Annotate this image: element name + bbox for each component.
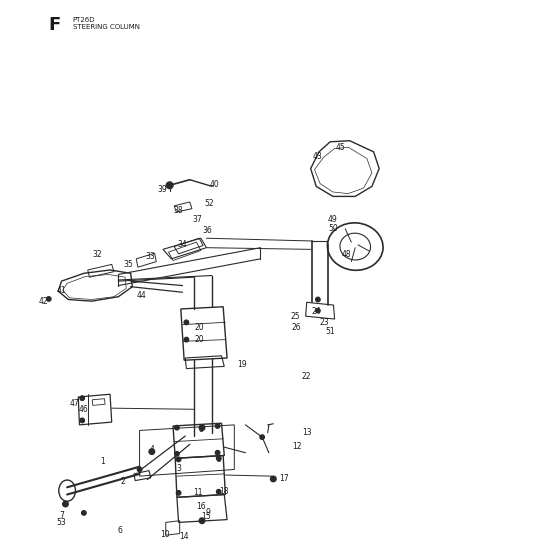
Text: 20: 20 xyxy=(194,323,204,332)
Circle shape xyxy=(80,396,85,400)
Text: 45: 45 xyxy=(335,143,345,152)
Text: 1: 1 xyxy=(100,456,105,465)
Circle shape xyxy=(216,424,220,428)
Text: 43: 43 xyxy=(313,152,323,161)
Text: 44: 44 xyxy=(137,291,147,300)
Text: 47: 47 xyxy=(70,399,80,408)
Circle shape xyxy=(316,297,320,302)
Text: 3: 3 xyxy=(176,464,181,473)
Text: 35: 35 xyxy=(124,260,133,269)
Text: 14: 14 xyxy=(179,532,188,541)
Text: 9: 9 xyxy=(205,508,210,517)
Text: 15: 15 xyxy=(202,512,211,521)
Text: 42: 42 xyxy=(39,297,48,306)
Circle shape xyxy=(176,491,181,495)
Text: 16: 16 xyxy=(196,502,206,511)
Circle shape xyxy=(184,337,189,342)
Circle shape xyxy=(199,518,205,524)
Text: 34: 34 xyxy=(178,240,188,249)
Text: F: F xyxy=(48,16,60,34)
Text: 20: 20 xyxy=(194,335,204,344)
Text: 17: 17 xyxy=(279,474,289,483)
Text: 11: 11 xyxy=(193,488,202,497)
Text: 8: 8 xyxy=(198,425,203,434)
Circle shape xyxy=(63,501,68,507)
Text: 24: 24 xyxy=(311,307,321,316)
Circle shape xyxy=(137,467,142,472)
Circle shape xyxy=(176,457,181,461)
Text: 23: 23 xyxy=(320,319,329,328)
Text: 12: 12 xyxy=(292,441,301,451)
Text: 51: 51 xyxy=(325,327,335,336)
Text: 19: 19 xyxy=(237,360,247,369)
Circle shape xyxy=(217,456,221,460)
Circle shape xyxy=(217,489,221,494)
Circle shape xyxy=(184,320,189,325)
Text: 50: 50 xyxy=(328,224,338,233)
Circle shape xyxy=(316,309,320,313)
Text: 48: 48 xyxy=(342,250,352,259)
Text: 41: 41 xyxy=(57,286,67,295)
Text: 13: 13 xyxy=(302,428,311,437)
Text: 7: 7 xyxy=(59,511,64,520)
Circle shape xyxy=(82,511,86,515)
Circle shape xyxy=(46,297,51,301)
Circle shape xyxy=(260,435,264,440)
Text: 36: 36 xyxy=(203,226,212,235)
Text: 37: 37 xyxy=(193,216,202,225)
Text: 26: 26 xyxy=(292,323,301,332)
Text: 4: 4 xyxy=(150,445,154,455)
Text: 39: 39 xyxy=(157,185,167,194)
Text: 5: 5 xyxy=(216,455,221,464)
Text: 49: 49 xyxy=(328,216,338,225)
Text: 6: 6 xyxy=(117,526,122,535)
Text: PT26D: PT26D xyxy=(73,17,95,24)
Text: 25: 25 xyxy=(291,312,300,321)
Text: 40: 40 xyxy=(209,180,219,189)
Circle shape xyxy=(166,182,173,189)
Text: STEERING COLUMN: STEERING COLUMN xyxy=(73,24,139,30)
Text: 52: 52 xyxy=(204,199,213,208)
Circle shape xyxy=(149,449,155,454)
Circle shape xyxy=(216,450,220,455)
Text: 33: 33 xyxy=(146,251,156,260)
Text: 10: 10 xyxy=(160,530,170,539)
Text: 18: 18 xyxy=(220,487,229,496)
Text: 32: 32 xyxy=(92,250,102,259)
Circle shape xyxy=(175,426,179,430)
Circle shape xyxy=(80,418,85,423)
Circle shape xyxy=(199,425,205,431)
Text: 22: 22 xyxy=(302,372,311,381)
Circle shape xyxy=(175,451,179,456)
Text: 53: 53 xyxy=(57,518,67,527)
Text: 46: 46 xyxy=(79,405,88,414)
Text: 2: 2 xyxy=(120,477,125,486)
Circle shape xyxy=(270,476,276,482)
Text: 38: 38 xyxy=(174,206,183,215)
